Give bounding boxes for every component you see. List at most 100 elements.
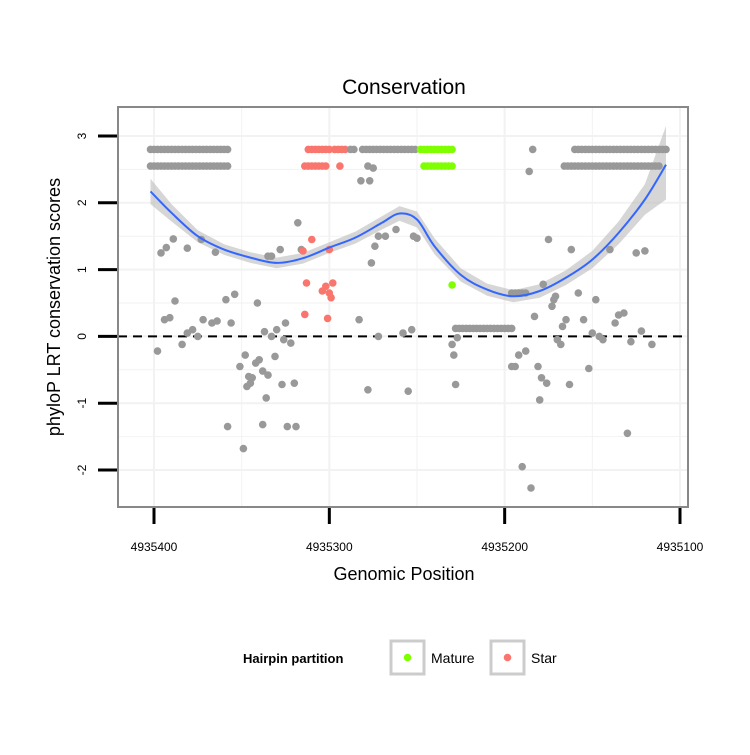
data-point-other (239, 444, 248, 453)
data-point-other (450, 351, 458, 359)
data-point-other (350, 145, 358, 154)
data-point-other (411, 145, 420, 154)
data-point-other (227, 319, 235, 327)
data-point-other (448, 340, 456, 349)
data-point-other (199, 315, 207, 324)
data-point-other (169, 235, 178, 243)
data-point-star (336, 162, 344, 170)
y-tick-label: 0 (75, 333, 89, 340)
data-point-star (308, 235, 316, 244)
data-point-other (264, 371, 272, 379)
data-point-other (258, 420, 267, 429)
y-tick-label: 3 (75, 132, 89, 139)
legend-label-mature: Mature (431, 650, 475, 666)
data-point-star (341, 145, 349, 154)
data-point-other (194, 332, 202, 341)
legend-label-star: Star (531, 650, 557, 666)
data-point-other (183, 244, 192, 252)
data-point-other (287, 339, 295, 347)
data-point-mature (448, 162, 456, 170)
x-axis-title: Genomic Position (333, 564, 474, 584)
data-point-other (392, 225, 400, 234)
data-point-other (188, 325, 197, 334)
data-point-other (153, 347, 162, 355)
data-point-other (585, 364, 593, 373)
data-point-other (539, 280, 547, 289)
data-point-other (262, 394, 271, 402)
legend: Hairpin partition Mature Star (243, 639, 557, 676)
data-point-other (367, 259, 376, 267)
data-point-other (260, 327, 269, 336)
data-point-other (381, 232, 390, 240)
data-point-other (283, 422, 292, 431)
chart-title: Conservation (342, 76, 466, 99)
data-point-other (222, 295, 230, 304)
panel-border (117, 106, 689, 508)
data-point-other (535, 396, 544, 404)
smooth-line-layer (149, 164, 667, 298)
data-point-other (521, 347, 530, 355)
data-point-other (662, 145, 670, 154)
data-point-mature (448, 145, 456, 154)
data-point-other (171, 297, 179, 305)
y-tick-label: 2 (75, 199, 89, 206)
data-point-star (325, 145, 334, 154)
data-point-other (567, 245, 576, 254)
smooth-line (149, 164, 667, 298)
legend-item-mature: Mature (389, 639, 475, 676)
legend-title: Hairpin partition (243, 651, 343, 666)
data-point-other (588, 329, 597, 337)
grid-lines (118, 107, 688, 507)
legend-dot-mature (403, 653, 412, 662)
data-point-other (364, 386, 372, 394)
x-tick-label: 4935100 (657, 540, 704, 554)
plot-panel (117, 106, 689, 508)
data-point-other (453, 333, 462, 342)
data-point-other (355, 315, 363, 324)
data-point-other (544, 235, 553, 244)
legend-dot-star (503, 653, 512, 662)
data-point-other (632, 249, 640, 257)
data-point-other (623, 429, 632, 438)
data-point-other (574, 289, 583, 297)
data-point-other (371, 242, 379, 250)
data-point-other (278, 380, 286, 389)
data-point-star (323, 314, 332, 323)
data-point-other (223, 422, 232, 431)
data-point-other (620, 309, 628, 317)
data-point-other (271, 352, 279, 361)
data-point-other (223, 162, 232, 170)
data-points (146, 145, 670, 492)
data-point-other (592, 295, 600, 304)
data-point-other (534, 362, 542, 371)
data-point-other (281, 319, 290, 327)
data-point-other (514, 351, 523, 359)
x-tick-label: 4935400 (131, 540, 178, 554)
data-point-other (243, 382, 251, 391)
data-point-star (299, 247, 307, 255)
panel-background (118, 107, 688, 507)
data-point-other (166, 313, 174, 322)
data-point-other (518, 462, 526, 471)
data-point-other (537, 374, 546, 382)
x-tick-label: 4935300 (306, 540, 353, 554)
data-point-other (528, 145, 537, 154)
data-point-other (213, 317, 221, 325)
data-point-other (357, 177, 365, 185)
data-point-star (322, 162, 330, 170)
data-point-other (511, 362, 519, 371)
data-point-other (551, 292, 560, 301)
data-point-star (301, 310, 309, 319)
data-point-other (211, 248, 220, 256)
data-point-other (565, 380, 574, 389)
data-point-other (579, 315, 588, 324)
x-tick-label: 4935200 (481, 540, 528, 554)
data-point-other (399, 329, 407, 337)
data-point-star (329, 279, 337, 287)
data-point-other (557, 340, 565, 349)
data-point-other (248, 374, 256, 382)
data-point-other (230, 290, 239, 299)
data-point-other (267, 332, 276, 341)
